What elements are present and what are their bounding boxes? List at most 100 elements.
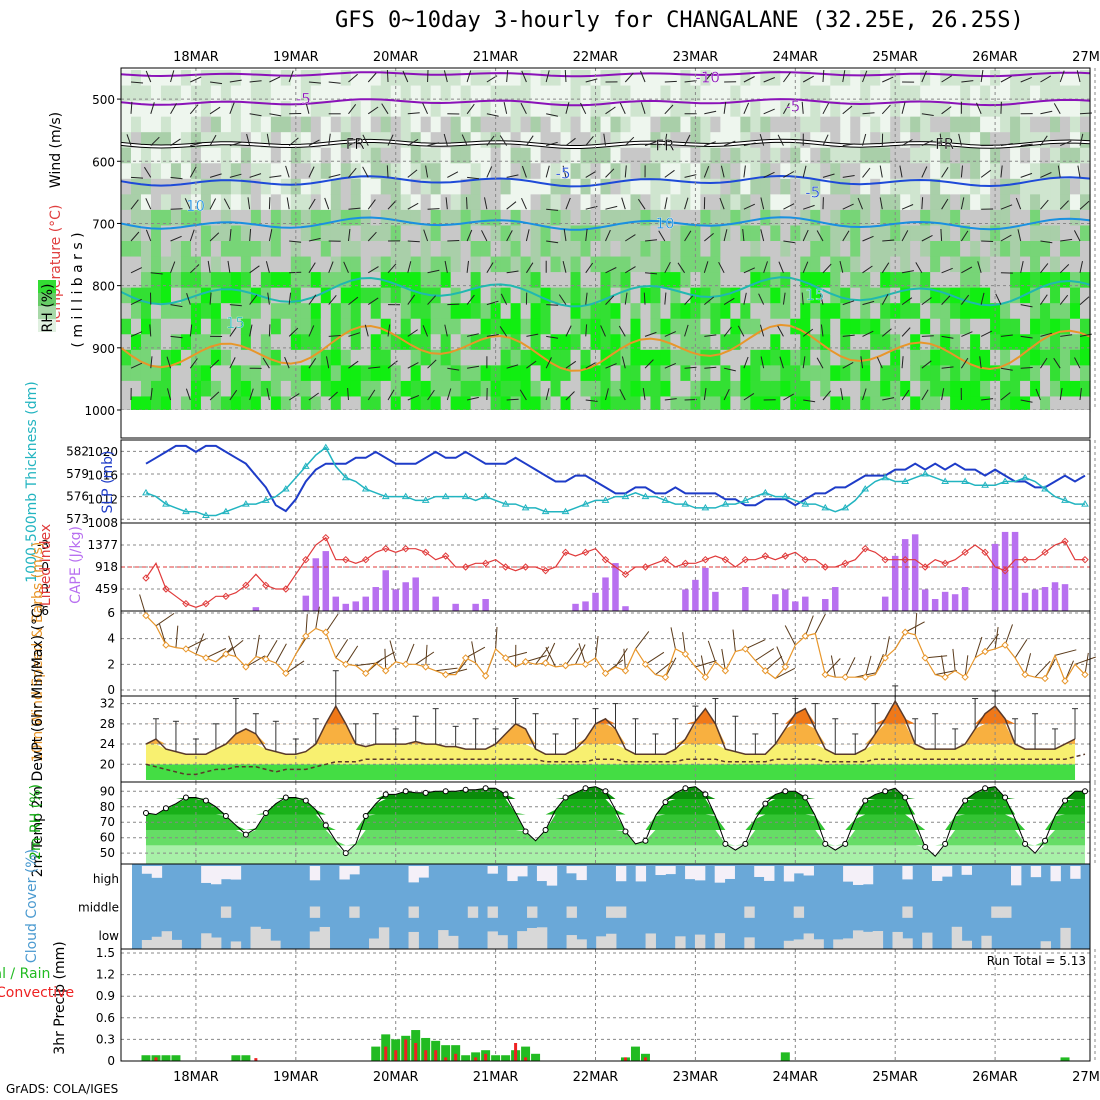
rh-cell bbox=[1060, 116, 1071, 133]
rh-cell bbox=[160, 147, 172, 164]
high-cloud-gap bbox=[754, 866, 765, 877]
rh-cell bbox=[780, 225, 791, 242]
rh-cell bbox=[560, 147, 572, 164]
wind-barb bbox=[189, 264, 200, 274]
wind-barb bbox=[623, 648, 626, 671]
rh-cell bbox=[940, 132, 951, 149]
rh-cell bbox=[330, 256, 342, 273]
rh-cell bbox=[900, 287, 911, 304]
rh-cell bbox=[430, 349, 442, 366]
rh-cell bbox=[140, 241, 152, 258]
rh-cell bbox=[670, 147, 682, 164]
wind-barb bbox=[743, 392, 755, 401]
rh-cell bbox=[150, 178, 162, 195]
wind-barb bbox=[367, 266, 379, 274]
rh-cell bbox=[520, 380, 532, 397]
rh-cell bbox=[680, 396, 692, 413]
wind-barb bbox=[670, 627, 676, 650]
wind-barb bbox=[881, 293, 889, 305]
wind-barb bbox=[644, 239, 658, 242]
rh-cell bbox=[590, 287, 602, 304]
wind-barb bbox=[506, 364, 519, 369]
low-cloud-gap bbox=[378, 927, 390, 949]
rh-cell bbox=[800, 396, 811, 413]
rh-cell bbox=[800, 334, 811, 351]
rh-cell bbox=[160, 272, 172, 289]
rh-cell bbox=[260, 178, 272, 195]
rh-cell bbox=[1010, 396, 1021, 413]
rh-cell bbox=[820, 349, 831, 366]
top-date-label: 20MAR bbox=[373, 50, 419, 65]
temp-tick-label: 28 bbox=[100, 717, 115, 731]
rh-cell bbox=[700, 70, 711, 87]
rh-cell bbox=[480, 272, 492, 289]
thickness-axis-label: 1000-500mb Thickness (dm) bbox=[24, 381, 40, 582]
rh-cell bbox=[310, 116, 322, 133]
precip-total-bar bbox=[461, 1055, 471, 1061]
rh-cell bbox=[200, 85, 212, 102]
rh-cell bbox=[830, 101, 841, 118]
rh-cell bbox=[680, 365, 692, 382]
rh-cell bbox=[920, 101, 931, 118]
rh-cell bbox=[500, 116, 512, 133]
rh-cell bbox=[220, 178, 232, 195]
wind-barb bbox=[170, 235, 182, 242]
rh-cell bbox=[280, 194, 292, 211]
vertical-grid bbox=[195, 782, 1096, 864]
rh-cell bbox=[800, 349, 811, 366]
rh-cell bbox=[880, 365, 891, 382]
rh-cell bbox=[560, 132, 572, 149]
rh-cell bbox=[620, 132, 632, 149]
rh-cell bbox=[250, 380, 262, 397]
rh-cell bbox=[350, 303, 362, 320]
rh-cell bbox=[950, 303, 961, 320]
rh-cell bbox=[340, 70, 352, 87]
rh-cell bbox=[770, 334, 781, 351]
precip-total-bar bbox=[521, 1046, 531, 1061]
rh-cell bbox=[380, 101, 392, 118]
rh-cell bbox=[1080, 318, 1091, 335]
rh-cell bbox=[1060, 85, 1071, 102]
rh-cell bbox=[121, 241, 132, 258]
rh-cell bbox=[240, 225, 252, 242]
wind-barb bbox=[347, 229, 351, 242]
rh-cell bbox=[940, 396, 951, 413]
rh-cell bbox=[500, 272, 512, 289]
thickness-tick-label: 573 bbox=[66, 512, 89, 526]
rh-cell bbox=[720, 365, 731, 382]
rh-cell bbox=[1080, 194, 1091, 211]
rh-cell bbox=[770, 272, 781, 289]
rh-cell bbox=[840, 241, 851, 258]
high-cloud-gap bbox=[724, 866, 735, 879]
rh-cell bbox=[750, 365, 761, 382]
precip-conv-bar bbox=[414, 1043, 418, 1061]
rh-cell bbox=[780, 287, 791, 304]
cape-bar bbox=[622, 606, 629, 611]
rh-cell bbox=[800, 287, 811, 304]
rh-cell bbox=[140, 349, 152, 366]
wind-barb bbox=[500, 293, 508, 305]
rh-cell bbox=[950, 70, 961, 87]
rh-cell bbox=[650, 178, 662, 195]
rh-cell bbox=[920, 396, 931, 413]
cape-bar bbox=[1041, 587, 1049, 611]
wind-barb bbox=[595, 636, 599, 658]
rh-cell bbox=[1070, 256, 1081, 273]
thickness-point bbox=[961, 477, 970, 484]
rh-cell bbox=[710, 70, 721, 87]
rh-cell bbox=[1010, 334, 1021, 351]
rh-cell bbox=[510, 178, 522, 195]
precip-conv-bar bbox=[254, 1058, 258, 1061]
wind-speed-point bbox=[1061, 677, 1069, 685]
rh-cell bbox=[200, 116, 212, 133]
mid-cloud-gap bbox=[309, 906, 321, 918]
rh-cell bbox=[360, 303, 372, 320]
wind-barb bbox=[229, 79, 242, 83]
rh-cell bbox=[250, 70, 262, 87]
rh-cell bbox=[320, 349, 332, 366]
wind-barb bbox=[486, 135, 495, 146]
rh-cell bbox=[560, 349, 572, 366]
cape-bar bbox=[482, 599, 489, 611]
cape-bar bbox=[572, 603, 579, 611]
rh-cell bbox=[340, 349, 352, 366]
